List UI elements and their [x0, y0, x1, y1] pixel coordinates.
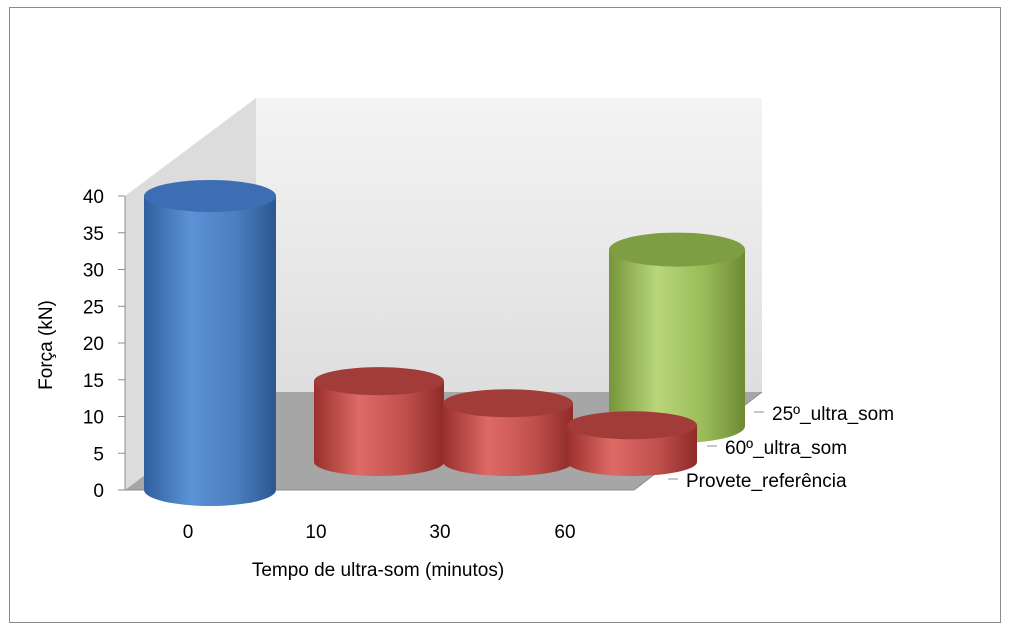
- bar-top: [144, 180, 276, 212]
- bar-top: [567, 411, 697, 440]
- y-tick-label: 25: [83, 297, 104, 318]
- y-tick-label: 10: [83, 408, 104, 429]
- bar-top: [443, 389, 573, 418]
- bar-cylinder: [314, 367, 444, 476]
- depth-tick-label: Provete_referência: [686, 471, 847, 492]
- x-axis-label: Tempo de ultra-som (minutos): [252, 560, 504, 581]
- y-axis-label: Força (kN): [36, 300, 57, 390]
- y-tick-label: 30: [83, 261, 104, 282]
- bar-top: [609, 232, 745, 267]
- bar-cylinder: [443, 389, 573, 476]
- bar-body: [144, 196, 276, 506]
- x-tick-label: 10: [305, 522, 326, 543]
- depth-tick-label: 25º_ultra_som: [772, 404, 894, 425]
- x-tick-label: 30: [429, 522, 450, 543]
- y-tick-label: 5: [93, 444, 104, 465]
- bar-body: [443, 403, 573, 476]
- bar-top: [314, 367, 444, 396]
- x-tick-label: 0: [183, 522, 194, 543]
- y-tick-label: 0: [93, 481, 104, 502]
- bar-body: [609, 249, 745, 443]
- bar-cylinder: [567, 411, 697, 476]
- bar-cylinder: [144, 180, 276, 506]
- bar-body: [567, 425, 697, 476]
- y-tick-label: 15: [83, 371, 104, 392]
- y-tick-label: 40: [83, 187, 104, 208]
- y-tick-label: 35: [83, 224, 104, 245]
- y-tick-label: 20: [83, 334, 104, 355]
- depth-tick-label: 60º_ultra_som: [725, 438, 847, 459]
- bar-body: [314, 381, 444, 476]
- x-tick-label: 60: [554, 522, 575, 543]
- bar-cylinder: [609, 232, 745, 443]
